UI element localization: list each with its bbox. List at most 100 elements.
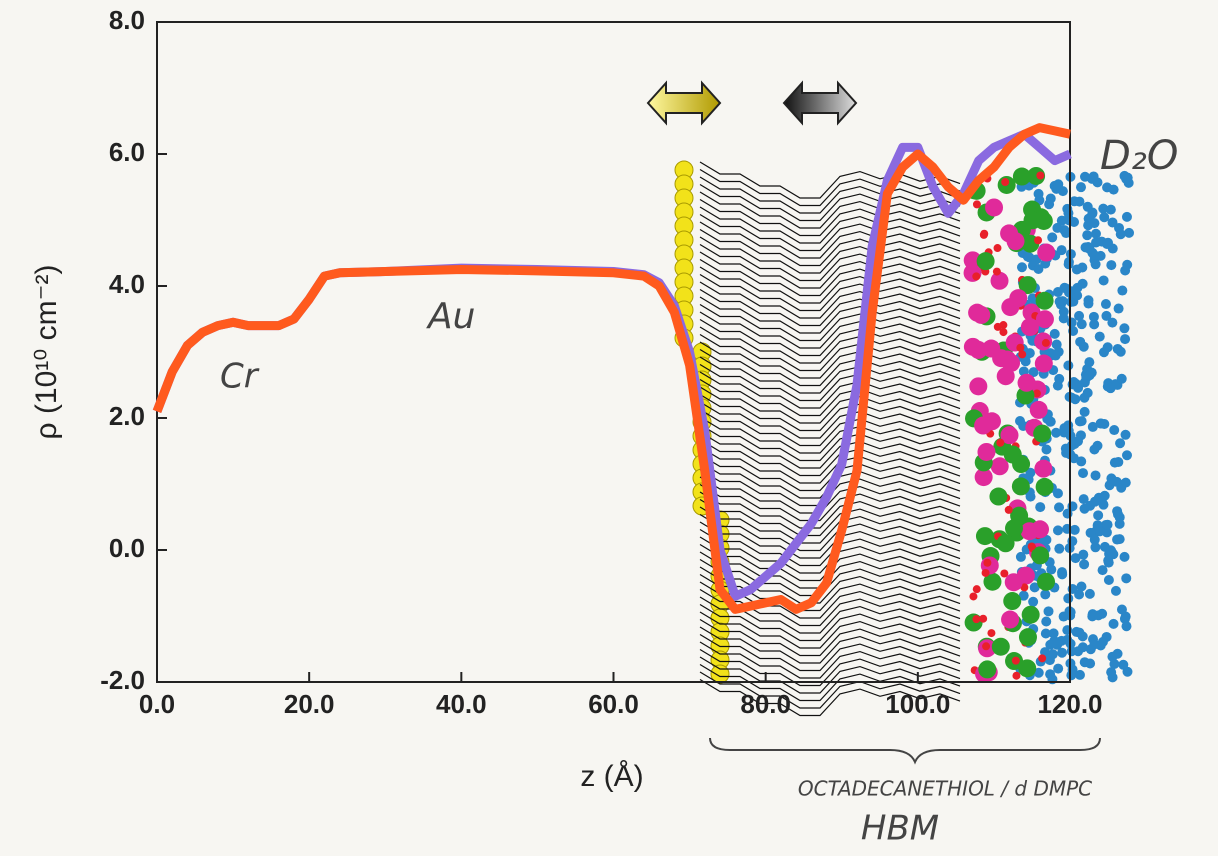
water [1109,425,1120,436]
chain [699,363,961,402]
water [1115,346,1126,357]
chain [699,228,961,267]
water [1063,593,1074,604]
water [1100,299,1111,310]
water [1047,232,1058,243]
water [1090,542,1101,553]
chain [699,603,961,642]
y-tick-label: 0.0 [109,533,145,563]
headgroup [1033,424,1052,443]
chain [699,273,961,312]
water [1089,218,1100,229]
water [1114,518,1125,529]
water [1095,640,1106,651]
water [1107,217,1118,228]
water [1020,356,1031,367]
y-tick-label: 2.0 [109,401,145,431]
chain [699,281,961,319]
water [1040,589,1051,600]
headgroup [1018,276,1037,295]
chain [699,318,961,357]
chain [699,348,961,387]
water [1102,182,1113,193]
arrow [782,80,858,126]
chain [699,266,961,304]
x-axis-label: z (Å) [580,760,643,793]
water [1015,551,1026,562]
water [1115,438,1126,449]
chain [699,476,961,514]
x-tick-label: 120.0 [1037,689,1102,719]
headgroup [982,339,1001,358]
chain [699,498,961,537]
headgroup [1000,426,1019,445]
water [1120,429,1131,440]
brace [709,737,1101,765]
water [1077,642,1088,653]
annotation: HBM [861,809,939,849]
water [1078,341,1089,352]
water [1057,647,1068,658]
water [1091,237,1102,248]
water [1090,259,1101,270]
water [1052,222,1063,233]
water [1082,230,1093,241]
chain [699,311,961,349]
x-tick-label: 0.0 [139,689,175,719]
water [1113,303,1124,314]
headgroup [1036,171,1045,180]
headgroup [1001,610,1020,629]
headgroup [972,615,981,624]
data-line [152,123,1071,614]
headgroup [996,534,1015,553]
chain [699,491,961,529]
water [1074,310,1085,321]
water [1033,188,1044,199]
water [1076,456,1087,467]
chain [699,183,961,222]
water [1076,319,1087,330]
water [1041,444,1052,455]
chain [699,423,961,462]
headgroup [1020,318,1039,337]
water [1107,317,1118,328]
water [1041,616,1052,627]
water [1059,423,1070,434]
water [1075,430,1086,441]
headgroup [977,442,996,461]
water [1098,275,1109,286]
water [1120,477,1131,488]
water [1051,339,1062,350]
x-tick-label: 20.0 [284,689,335,719]
headgroup [1003,592,1022,611]
water [1079,406,1090,417]
water [1070,553,1081,564]
headgroup [982,642,991,651]
headgroup [989,487,1008,506]
headgroup [1001,178,1010,187]
headgroup [999,328,1008,337]
water [1106,260,1117,271]
water [1079,559,1090,570]
water [1082,387,1093,398]
water [1102,519,1113,530]
water [1089,534,1100,545]
y-axis-label: ρ (10¹⁰ cm⁻²) [30,265,63,440]
headgroup [1020,583,1029,592]
water [1056,245,1067,256]
water [1094,331,1105,342]
water [1089,444,1100,455]
headgroup [1018,659,1037,678]
water [1074,416,1085,427]
headgroup [1018,350,1027,359]
headgroup [972,585,981,594]
water [1045,639,1056,650]
water [1045,193,1056,204]
x-tick-label: 80.0 [740,689,791,719]
water [1048,628,1059,639]
water [1035,502,1046,513]
water [1076,581,1087,592]
water [1090,228,1101,239]
water [1105,383,1116,394]
